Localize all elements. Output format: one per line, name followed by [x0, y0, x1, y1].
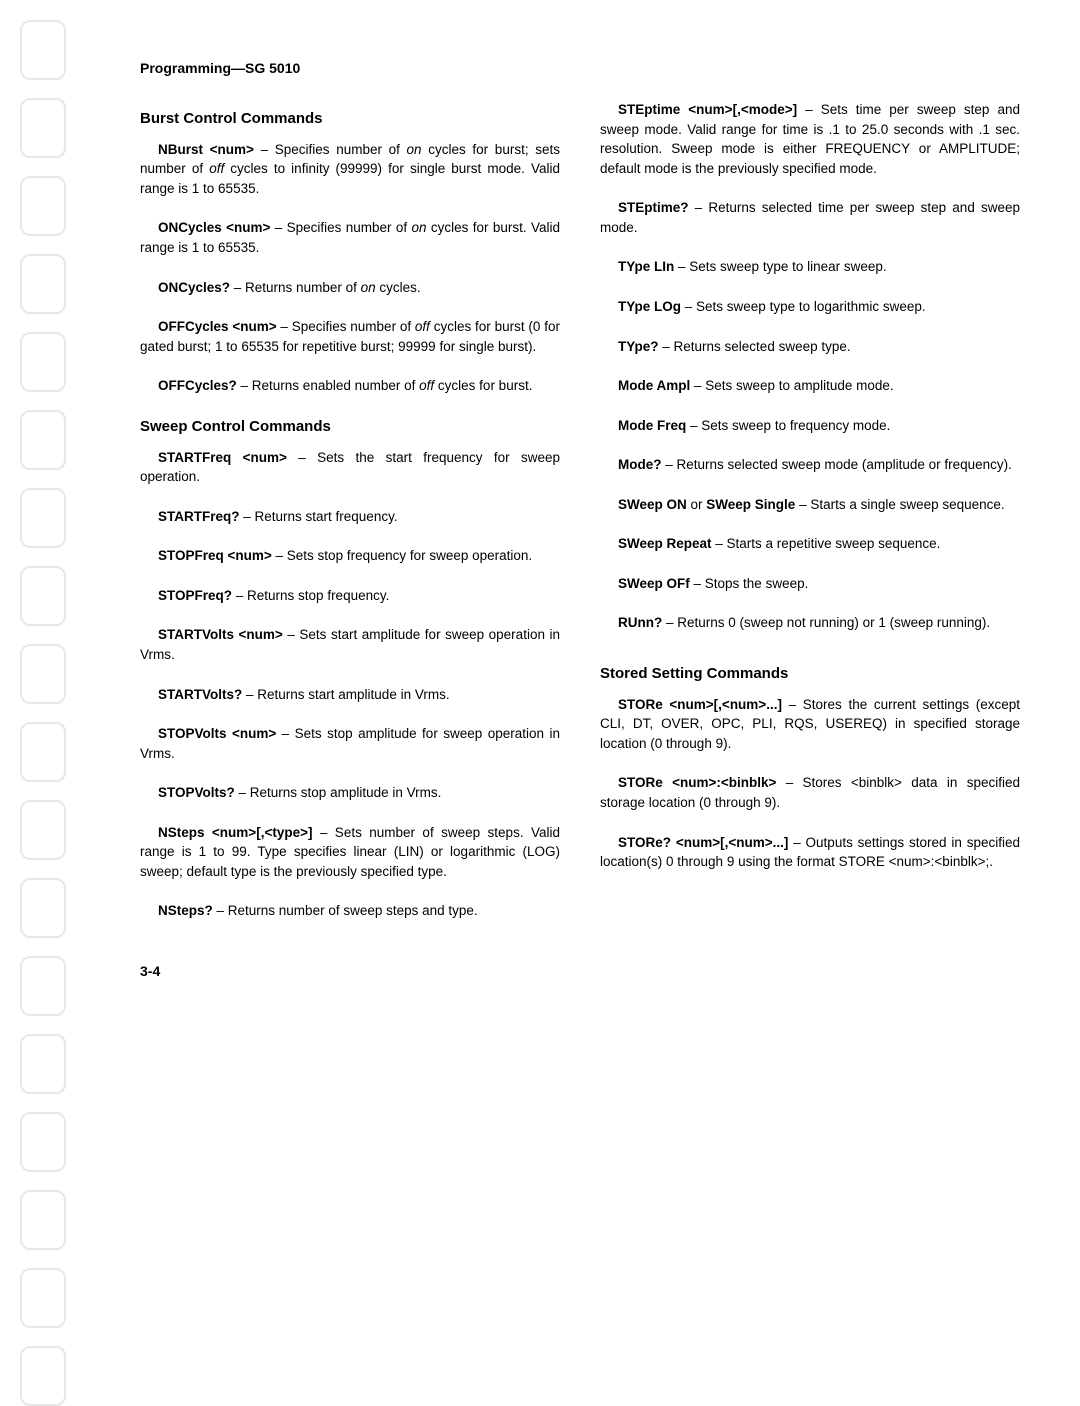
cmd-stopvolts: STOPVolts <num> – Sets stop amplitude fo… — [140, 724, 560, 763]
cmd-store: STORe <num>[,<num>...] – Stores the curr… — [600, 695, 1020, 754]
cmd-oncycles: ONCycles <num> – Specifies number of on … — [140, 218, 560, 257]
cmd-mode-q: Mode? – Returns selected sweep mode (amp… — [600, 455, 1020, 475]
cmd-name: Mode Freq — [618, 418, 686, 433]
cmd-name: NSteps <num>[,<type>] — [158, 825, 312, 840]
cmd-name: STARTVolts? — [158, 687, 242, 702]
cmd-mode-freq: Mode Freq – Sets sweep to frequency mode… — [600, 416, 1020, 436]
cmd-mode-ampl: Mode Ampl – Sets sweep to amplitude mode… — [600, 376, 1020, 396]
cmd-name: TYpe LOg — [618, 299, 681, 314]
cmd-offcycles-q: OFFCycles? – Returns enabled number of o… — [140, 376, 560, 396]
cmd-store-binblk: STORe <num>:<binblk> – Stores <binblk> d… — [600, 773, 1020, 812]
section-burst-title: Burst Control Commands — [140, 108, 560, 130]
cmd-stopfreq: STOPFreq <num> – Sets stop frequency for… — [140, 546, 560, 566]
cmd-stopvolts-q: STOPVolts? – Returns stop amplitude in V… — [140, 783, 560, 803]
cmd-name: NSteps? — [158, 903, 213, 918]
cmd-name: STOPVolts? — [158, 785, 235, 800]
cmd-steptime: STEptime <num>[,<mode>] – Sets time per … — [600, 100, 1020, 178]
cmd-sweep-off: SWeep OFf – Stops the sweep. — [600, 574, 1020, 594]
cmd-steptime-q: STEptime? – Returns selected time per sw… — [600, 198, 1020, 237]
two-column-layout: Burst Control Commands NBurst <num> – Sp… — [140, 100, 1020, 981]
cmd-name: ONCycles <num> — [158, 220, 270, 235]
cmd-type-lin: TYpe LIn – Sets sweep type to linear swe… — [600, 257, 1020, 277]
cmd-name: TYpe? — [618, 339, 659, 354]
cmd-startvolts: STARTVolts <num> – Sets start amplitude … — [140, 625, 560, 664]
cmd-nburst: NBurst <num> – Specifies number of on cy… — [140, 140, 560, 199]
section-stored-title: Stored Setting Commands — [600, 663, 1020, 685]
cmd-nsteps-q: NSteps? – Returns number of sweep steps … — [140, 901, 560, 921]
cmd-name: ONCycles? — [158, 280, 230, 295]
document-page: Programming—SG 5010 Burst Control Comman… — [0, 0, 1080, 1397]
cmd-name: SWeep Repeat — [618, 536, 712, 551]
cmd-name: RUnn? — [618, 615, 662, 630]
cmd-name: STORe? <num>[,<num>...] — [618, 835, 788, 850]
section-sweep-title: Sweep Control Commands — [140, 416, 560, 438]
cmd-name: TYpe LIn — [618, 259, 674, 274]
page-header: Programming—SG 5010 — [140, 60, 1020, 76]
left-column: Burst Control Commands NBurst <num> – Sp… — [140, 100, 560, 981]
cmd-name: STOPFreq? — [158, 588, 232, 603]
cmd-runn-q: RUnn? – Returns 0 (sweep not running) or… — [600, 613, 1020, 633]
cmd-name: STARTFreq? — [158, 509, 240, 524]
cmd-store-q: STORe? <num>[,<num>...] – Outputs settin… — [600, 833, 1020, 872]
cmd-sweep-repeat: SWeep Repeat – Starts a repetitive sweep… — [600, 534, 1020, 554]
cmd-type-log: TYpe LOg – Sets sweep type to logarithmi… — [600, 297, 1020, 317]
cmd-name: OFFCycles <num> — [158, 319, 277, 334]
right-column: STEptime <num>[,<mode>] – Sets time per … — [600, 100, 1020, 981]
cmd-stopfreq-q: STOPFreq? – Returns stop frequency. — [140, 586, 560, 606]
cmd-sweep-on: SWeep ON or SWeep Single – Starts a sing… — [600, 495, 1020, 515]
cmd-name: STORe <num>:<binblk> — [618, 775, 776, 790]
cmd-offcycles: OFFCycles <num> – Specifies number of of… — [140, 317, 560, 356]
cmd-name: STOPFreq <num> — [158, 548, 272, 563]
page-number: 3-4 — [140, 961, 560, 981]
cmd-name: STOPVolts <num> — [158, 726, 276, 741]
cmd-name: OFFCycles? — [158, 378, 237, 393]
binding-holes — [20, 20, 80, 1370]
cmd-name: Mode? — [618, 457, 662, 472]
page-content: Programming—SG 5010 Burst Control Comman… — [140, 60, 1020, 981]
cmd-name: STARTFreq <num> — [158, 450, 287, 465]
cmd-type-q: TYpe? – Returns selected sweep type. — [600, 337, 1020, 357]
cmd-startfreq-q: STARTFreq? – Returns start frequency. — [140, 507, 560, 527]
cmd-name: Mode Ampl — [618, 378, 690, 393]
cmd-startfreq: STARTFreq <num> – Sets the start frequen… — [140, 448, 560, 487]
cmd-oncycles-q: ONCycles? – Returns number of on cycles. — [140, 278, 560, 298]
cmd-name: STORe <num>[,<num>...] — [618, 697, 782, 712]
cmd-name: STEptime? — [618, 200, 689, 215]
cmd-name: SWeep OFf — [618, 576, 690, 591]
cmd-name: STARTVolts <num> — [158, 627, 283, 642]
cmd-nsteps: NSteps <num>[,<type>] – Sets number of s… — [140, 823, 560, 882]
cmd-name: NBurst <num> — [158, 142, 254, 157]
cmd-name: STEptime <num>[,<mode>] — [618, 102, 797, 117]
cmd-name: SWeep ON — [618, 497, 687, 512]
cmd-startvolts-q: STARTVolts? – Returns start amplitude in… — [140, 685, 560, 705]
